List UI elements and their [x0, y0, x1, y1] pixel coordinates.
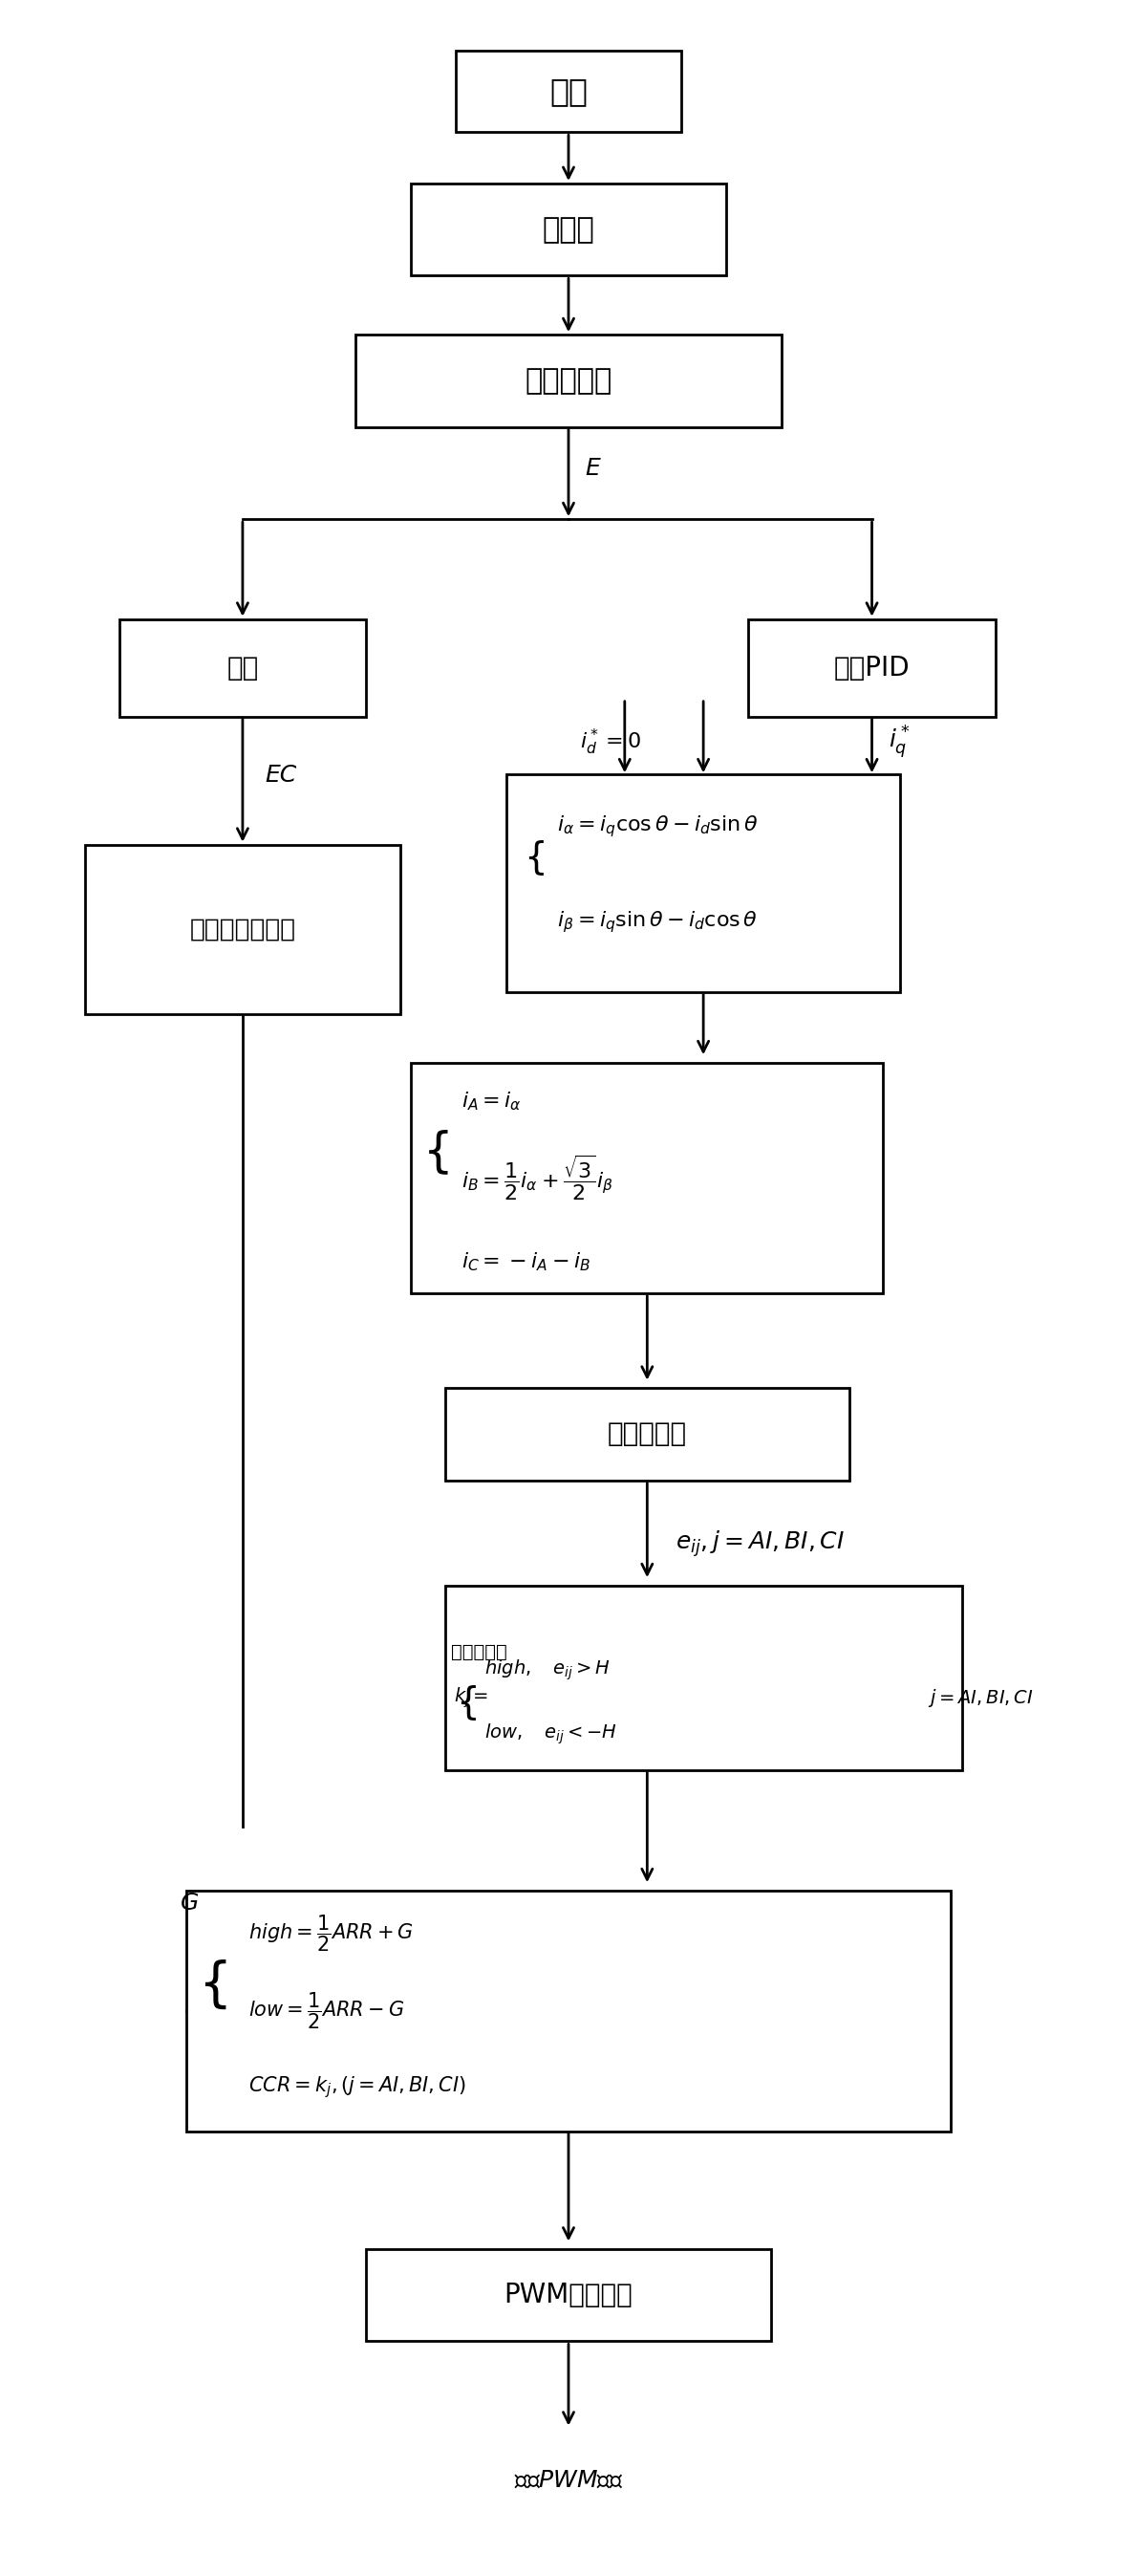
Text: PWM产生单元: PWM产生单元 — [504, 2282, 633, 2308]
Text: $\{$: $\{$ — [423, 1128, 449, 1177]
Text: $low, \quad e_{ij} < -H$: $low, \quad e_{ij} < -H$ — [484, 1721, 617, 1747]
Text: $i_B = \dfrac{1}{2}i_\alpha + \dfrac{\sqrt{3}}{2}i_\beta$: $i_B = \dfrac{1}{2}i_\alpha + \dfrac{\sq… — [462, 1154, 614, 1203]
FancyBboxPatch shape — [366, 2249, 771, 2342]
FancyBboxPatch shape — [355, 335, 782, 428]
Text: 微分: 微分 — [226, 654, 258, 680]
Text: $e_{ij}, j = AI, BI, CI$: $e_{ij}, j = AI, BI, CI$ — [675, 1530, 845, 1558]
FancyBboxPatch shape — [507, 775, 901, 992]
Text: 电流比较器: 电流比较器 — [607, 1422, 687, 1448]
Text: $i_q^*$: $i_q^*$ — [889, 724, 911, 760]
Text: $i_d^* = 0$: $i_d^* = 0$ — [580, 726, 641, 757]
Text: $i_C = -i_A - i_B$: $i_C = -i_A - i_B$ — [462, 1252, 590, 1273]
Text: 速度比较器: 速度比较器 — [525, 366, 612, 394]
Text: E: E — [586, 456, 600, 479]
Text: G: G — [181, 1891, 199, 1914]
FancyBboxPatch shape — [748, 618, 996, 716]
Text: 六路$PWM$信号: 六路$PWM$信号 — [514, 2468, 623, 2491]
Text: 滞环控制器: 滞环控制器 — [450, 1643, 507, 1662]
FancyBboxPatch shape — [412, 183, 725, 276]
Text: 启动: 启动 — [549, 75, 588, 108]
Text: $high = \dfrac{1}{2}ARR + G$: $high = \dfrac{1}{2}ARR + G$ — [248, 1914, 414, 1955]
Text: 速度PID: 速度PID — [833, 654, 910, 680]
Text: $CCR = k_j, (j = AI, BI, CI)$: $CCR = k_j, (j = AI, BI, CI)$ — [248, 2074, 466, 2099]
FancyBboxPatch shape — [445, 1584, 962, 1770]
Text: 初始化: 初始化 — [542, 216, 595, 245]
Text: $i_A = i_\alpha$: $i_A = i_\alpha$ — [462, 1090, 522, 1113]
Text: 模糊逻辑控制器: 模糊逻辑控制器 — [190, 917, 296, 943]
FancyBboxPatch shape — [85, 845, 400, 1015]
FancyBboxPatch shape — [456, 49, 681, 131]
Text: $i_\alpha = i_q\cos\theta - i_d\sin\theta$: $i_\alpha = i_q\cos\theta - i_d\sin\thet… — [557, 814, 758, 840]
FancyBboxPatch shape — [412, 1061, 883, 1293]
FancyBboxPatch shape — [186, 1891, 951, 2130]
Text: $i_\beta = i_q\sin\theta - i_d\cos\theta$: $i_\beta = i_q\sin\theta - i_d\cos\theta… — [557, 909, 758, 935]
Text: $\{$: $\{$ — [523, 837, 545, 876]
Text: $\{$: $\{$ — [456, 1685, 478, 1723]
Text: $high, \quad e_{ij} > H$: $high, \quad e_{ij} > H$ — [484, 1659, 611, 1682]
Text: $k_j = $: $k_j = $ — [454, 1685, 488, 1710]
FancyBboxPatch shape — [445, 1388, 849, 1481]
Text: $\{$: $\{$ — [198, 1958, 226, 2012]
Text: $j = AI, BI, CI$: $j = AI, BI, CI$ — [928, 1687, 1034, 1708]
Text: $low = \dfrac{1}{2}ARR - G$: $low = \dfrac{1}{2}ARR - G$ — [248, 1991, 404, 2030]
FancyBboxPatch shape — [119, 618, 366, 716]
Text: EC: EC — [265, 765, 297, 786]
